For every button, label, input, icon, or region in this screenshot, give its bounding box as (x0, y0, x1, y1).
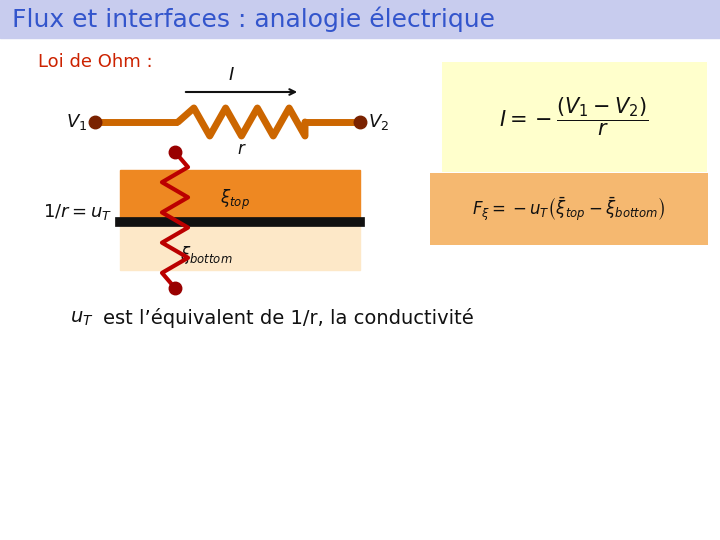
Bar (120, 170, 360, 222)
Text: est l’équivalent de 1/r, la conductivité: est l’équivalent de 1/r, la conductivité (103, 308, 474, 328)
Text: $1/r = u_T$: $1/r = u_T$ (43, 202, 112, 222)
Text: $u_T$: $u_T$ (70, 308, 94, 327)
Text: $I = -\dfrac{(V_1 - V_2)}{r}$: $I = -\dfrac{(V_1 - V_2)}{r}$ (499, 96, 649, 138)
Bar (120, 222, 360, 270)
Text: $\xi_{top}$: $\xi_{top}$ (220, 188, 250, 212)
Text: Loi de Ohm :: Loi de Ohm : (38, 53, 153, 71)
Bar (442, 62, 707, 172)
Bar (0, 0, 720, 38)
Text: $V_1$: $V_1$ (66, 112, 87, 132)
Text: Flux et interfaces : analogie électrique: Flux et interfaces : analogie électrique (12, 6, 495, 32)
Text: $\xi_{bottom}$: $\xi_{bottom}$ (180, 244, 233, 266)
Text: $F_{\xi} = -u_T\left(\bar{\xi}_{top} - \bar{\xi}_{bottom}\right)$: $F_{\xi} = -u_T\left(\bar{\xi}_{top} - \… (472, 195, 665, 223)
Text: $r$: $r$ (237, 140, 246, 158)
Bar (430, 173, 708, 245)
Text: $I$: $I$ (228, 66, 235, 84)
Text: $V_2$: $V_2$ (368, 112, 389, 132)
